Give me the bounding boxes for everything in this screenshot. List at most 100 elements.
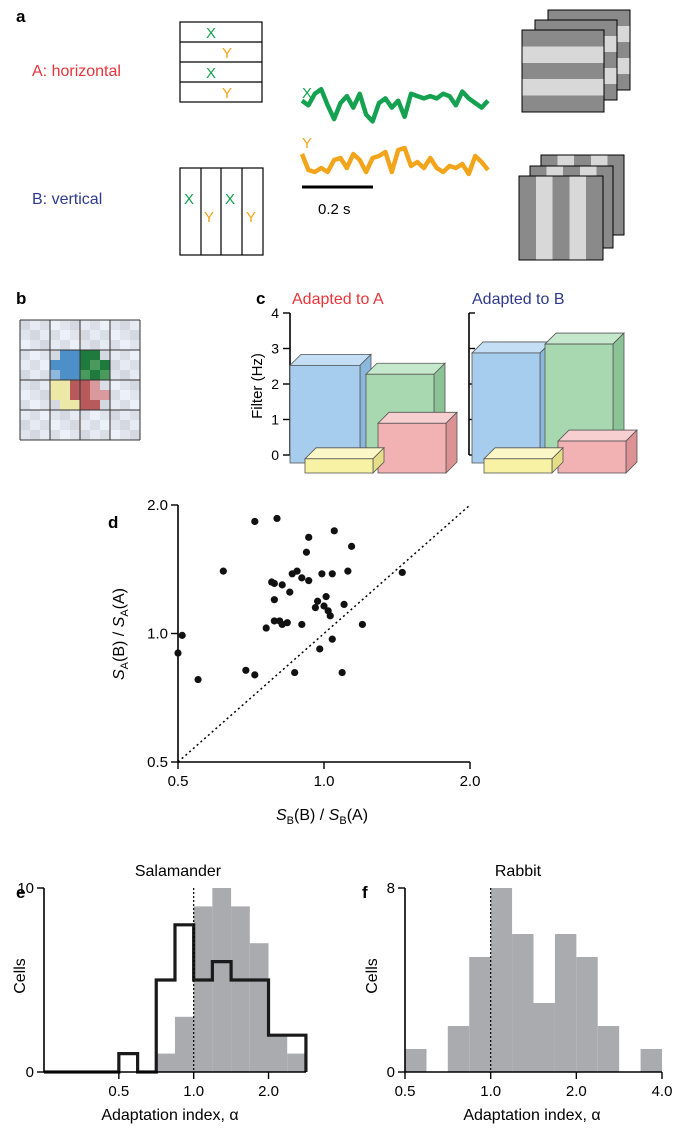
chart-e-title: Salamander [135, 863, 222, 880]
rf-pixel [70, 400, 80, 410]
chart-c-bar-top [365, 362, 446, 375]
rf-pixel [50, 420, 60, 430]
rf-pixel [130, 420, 140, 430]
rf-pixel [80, 330, 90, 340]
chart-c-bar [289, 364, 361, 464]
rf-pixel [130, 340, 140, 350]
rf-pixel [60, 400, 70, 410]
rf-pixel [30, 430, 40, 440]
chart-d-ylabel: SA(B) / SA(A) [111, 588, 131, 680]
rf-pixel [50, 380, 60, 390]
chart-c-bar-top [377, 411, 458, 424]
bar-y-label: Y [222, 45, 232, 62]
rf-pixel [90, 400, 100, 410]
chart-f-bar [640, 1049, 662, 1072]
rf-pixel [70, 390, 80, 400]
rf-pixel [50, 350, 60, 360]
rf-pixel [120, 370, 130, 380]
rf-pixel [20, 340, 30, 350]
rf-pixel [110, 370, 120, 380]
chart-c-ylabel: Filter (Hz) [249, 353, 266, 419]
rf-pixel [110, 400, 120, 410]
chart-c-y-tick-label: 1 [271, 412, 279, 428]
rf-pixel [100, 390, 110, 400]
rf-pixel [80, 340, 90, 350]
chart-d-y-tick-label: 0.5 [147, 754, 168, 771]
rf-pixel [90, 350, 100, 360]
chart-d-point [219, 567, 227, 575]
chart-f-bar [490, 888, 513, 1072]
chart-c-bar-top [304, 447, 385, 460]
rf-pixel [120, 380, 130, 390]
chart-c-bar [471, 352, 541, 464]
rf-pixel [80, 390, 90, 400]
rf-pixel [70, 420, 80, 430]
chart-e-bar [268, 1035, 288, 1072]
rf-pixel [70, 350, 80, 360]
rf-pixel [60, 430, 70, 440]
chart-c-y-tick-label: 2 [271, 376, 279, 392]
horizontal-grating-stack [521, 9, 631, 113]
rf-pixel [40, 330, 50, 340]
chart-d-x-tick-label: 0.5 [168, 773, 189, 790]
rf-pixel [20, 380, 30, 390]
chart-d-point [340, 600, 348, 608]
chart-e-bar [231, 906, 250, 1072]
rf-pixel [50, 400, 60, 410]
chart-c-group1-title: Adapted to A [292, 291, 384, 308]
y-tick-label: 0 [387, 1064, 395, 1081]
rf-pixel [90, 380, 100, 390]
rf-pixel [120, 410, 130, 420]
chart-d-point [251, 517, 259, 526]
rf-pixel [60, 370, 70, 380]
chart-e-bar [212, 888, 232, 1072]
rf-pixel [30, 340, 40, 350]
chart-f-bar [512, 934, 534, 1072]
chart-d-point [302, 548, 311, 556]
chart-c-y-tick-label: 3 [271, 341, 279, 357]
chart-d-point [293, 567, 301, 575]
rf-pixel [100, 350, 110, 360]
trace-y-label: Y [302, 135, 312, 152]
chart-f-ylabel: Cells [364, 958, 381, 994]
rf-pixel [100, 360, 110, 370]
rf-pixel [30, 410, 40, 420]
rf-pixel [130, 410, 140, 420]
rf-pixel [20, 410, 30, 420]
rf-pixel [120, 330, 130, 340]
rf-pixel [130, 350, 140, 360]
rf-pixel [40, 350, 50, 360]
panel-d: SB(B) / SB(A) SA(B) / SA(A) 0.5 1.0 2.0 0.5… [111, 497, 480, 827]
x-tick-label: 2.0 [566, 1083, 587, 1100]
bar-x-label: X [225, 191, 235, 208]
panel-label-d: d [108, 513, 118, 532]
rf-pixel [100, 330, 110, 340]
chart-e-xlabel: Adaptation index, α [101, 1107, 238, 1124]
rf-pixel [100, 420, 110, 430]
chart-f-bar [533, 1003, 555, 1072]
vertical-grating-stack [518, 154, 625, 261]
chart-c-bar-top [557, 429, 638, 442]
chart-f-xlabel: Adaptation index, α [463, 1107, 600, 1124]
chart-d-point [291, 668, 299, 677]
chart-d-point [174, 649, 182, 657]
chart-f-bar [576, 957, 598, 1072]
rf-pixel [20, 430, 30, 440]
rf-pixel [90, 430, 100, 440]
rf-pixel [110, 360, 120, 370]
x-tick-label: 2.0 [258, 1083, 279, 1100]
rf-pixel [100, 340, 110, 350]
chart-d-point [344, 567, 352, 575]
time-scale-label: 0.2 s [318, 201, 351, 218]
rf-pixel [90, 330, 100, 340]
chart-d-point [313, 597, 322, 605]
vertical-bars-diagram: X Y X Y [179, 167, 264, 256]
horizontal-bars-diagram: X Y X Y [179, 21, 263, 103]
chart-f-bar [469, 957, 491, 1072]
rf-pixel [20, 370, 30, 380]
rf-pixel [130, 370, 140, 380]
rf-pixel [70, 430, 80, 440]
rf-pixel [60, 420, 70, 430]
rf-pixel [90, 370, 100, 380]
rf-pixel [40, 340, 50, 350]
